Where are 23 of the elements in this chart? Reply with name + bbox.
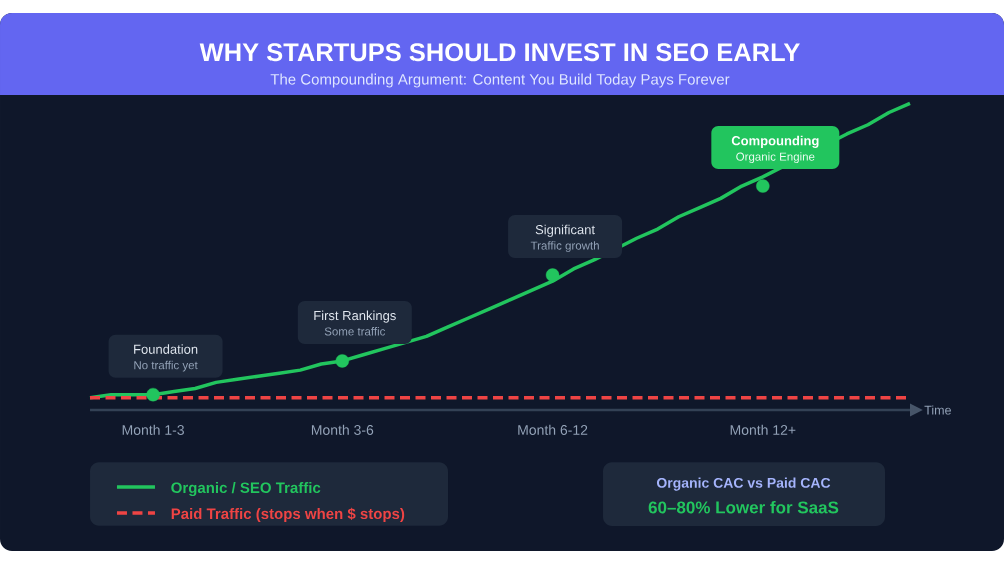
chart-title: WHY STARTUPS SHOULD INVEST IN SEO EARLY [199,43,800,62]
x-tick-label: Month 1-3 [122,424,184,435]
point [146,387,160,402]
text: Organic CAC vs Paid CAC [656,477,831,491]
annotation: Some traffic [324,327,386,336]
x-axis-title: Time [924,405,951,415]
legend-label: Organic / SEO Traffic [171,482,321,497]
x-tick-label: Month 12+ [730,424,796,435]
annotation: Traffic growth [530,241,599,252]
legend-label: Paid Traffic (stops when $ stops) [171,507,405,522]
chart-subtitle: The Compounding Argument: Content You Build Today Pays Forever [270,73,730,88]
x-tick-label: Month 6-12 [518,424,588,435]
annotation: First Rankings [314,310,396,323]
point [756,179,770,193]
annotation: Compounding [731,135,819,148]
x-tick-label: Month 3-6 [311,424,374,435]
annotation: No traffic yet [134,360,198,372]
point [545,268,560,282]
annotation: Foundation [134,344,198,354]
annotation: Organic Engine [736,152,815,163]
annotation: Significant [535,224,595,237]
text: 60–80% Lower for SaaS [648,500,839,514]
point [335,354,350,368]
